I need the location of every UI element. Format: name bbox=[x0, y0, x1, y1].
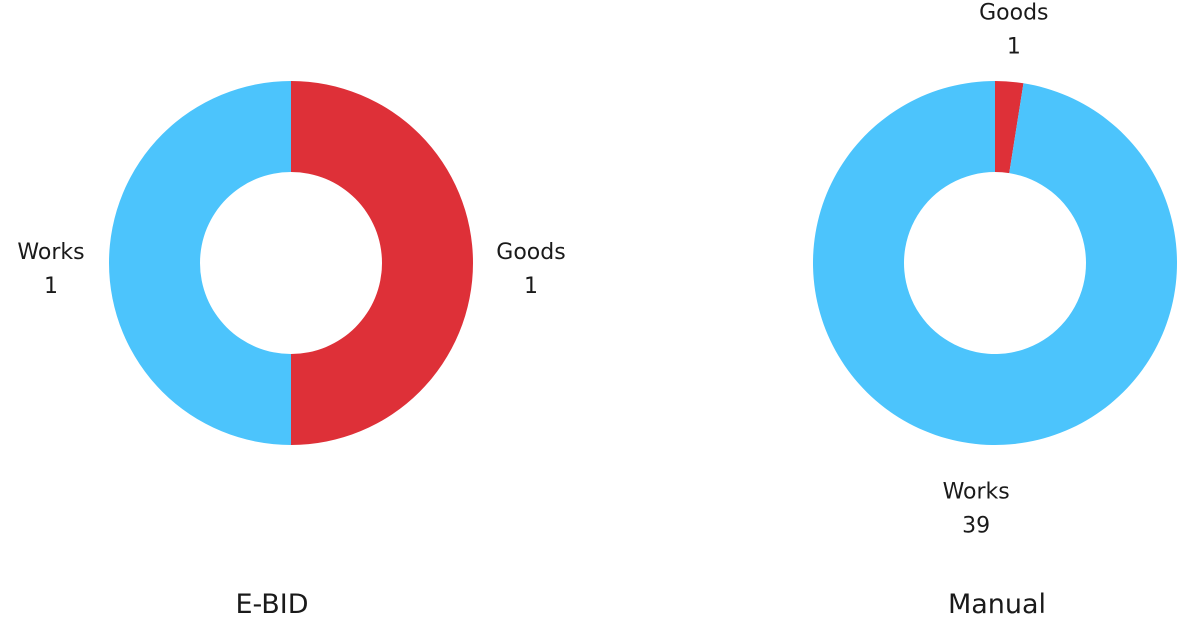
ebid-slice-works-label: Works 1 bbox=[17, 240, 84, 299]
manual-chart-title: Manual bbox=[948, 589, 1046, 620]
ebid-slice-works bbox=[109, 81, 291, 445]
ebid-slice-labels: Goods 1 Works 1 bbox=[17, 240, 565, 299]
ebid-chart: Goods 1 Works 1 E-BID bbox=[17, 81, 566, 620]
manual-chart: Goods 1 Works 39 Manual bbox=[812, 1, 1177, 620]
manual-slice-goods-value: 1 bbox=[1007, 35, 1021, 60]
manual-slice-goods bbox=[995, 81, 1024, 174]
manual-slice-works bbox=[812, 81, 1177, 445]
ebid-slice-works-name: Works bbox=[17, 240, 84, 265]
manual-slice-works-value: 39 bbox=[962, 513, 990, 538]
manual-slice-goods-label: Goods 1 bbox=[979, 1, 1048, 60]
ebid-chart-title: E-BID bbox=[235, 589, 308, 620]
manual-slice-works-label: Works 39 bbox=[943, 479, 1010, 538]
ebid-slice-goods-name: Goods bbox=[496, 240, 565, 265]
manual-slice-works-name: Works bbox=[943, 479, 1010, 504]
ebid-slice-goods-label: Goods 1 bbox=[496, 240, 565, 299]
ebid-slice-goods-value: 1 bbox=[524, 274, 538, 299]
ebid-slices bbox=[109, 81, 473, 445]
manual-slice-labels: Goods 1 Works 39 bbox=[943, 1, 1049, 539]
manual-slices bbox=[812, 81, 1177, 445]
manual-slice-goods-name: Goods bbox=[979, 1, 1048, 26]
ebid-slice-goods bbox=[291, 81, 473, 445]
ebid-slice-works-value: 1 bbox=[44, 274, 58, 299]
